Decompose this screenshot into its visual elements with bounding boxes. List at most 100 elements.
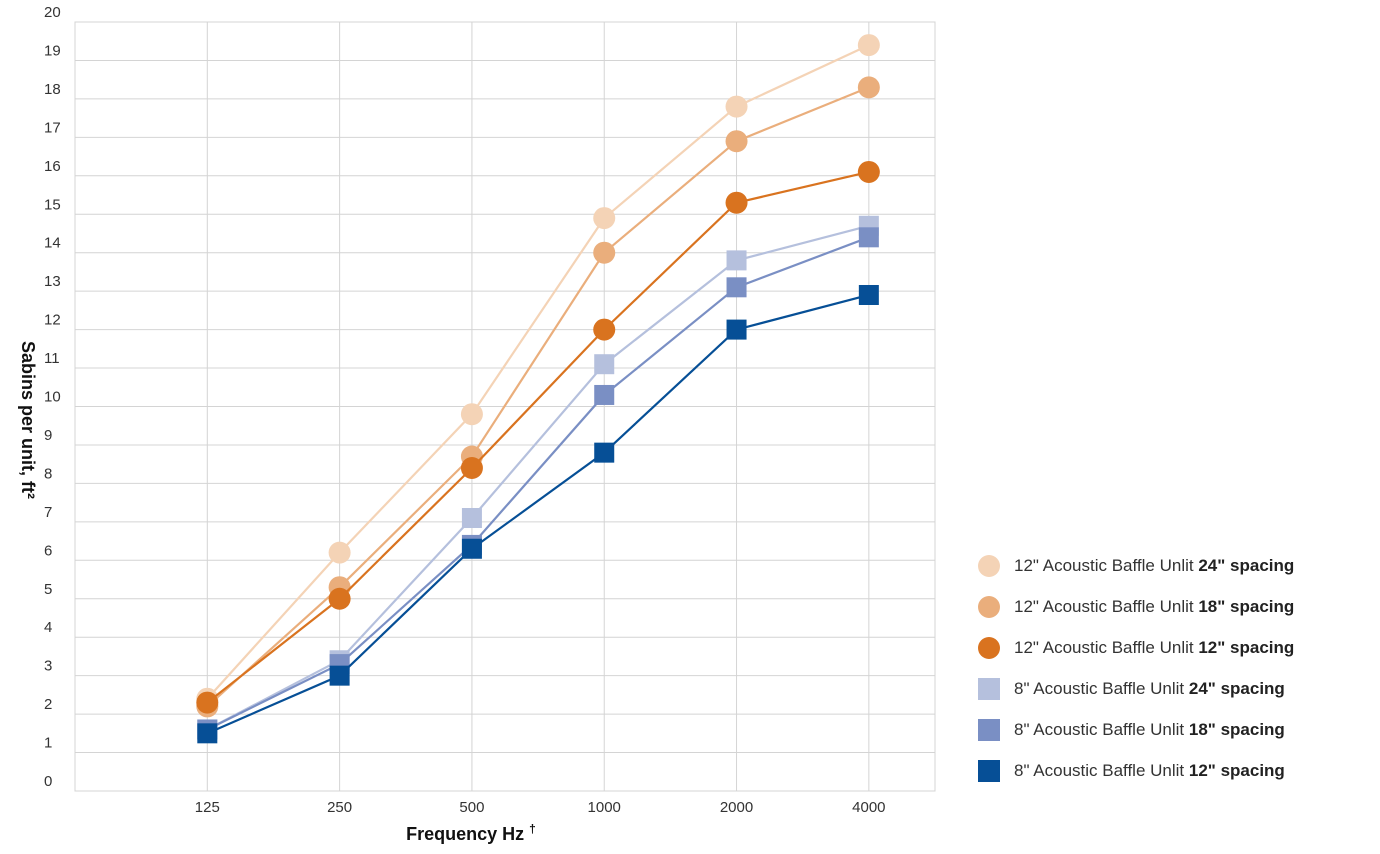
data-point	[197, 723, 218, 744]
legend-label: 8" Acoustic Baffle Unlit 12" spacing	[1014, 761, 1285, 781]
y-tick-label: 7	[44, 504, 52, 521]
legend-swatch	[978, 596, 1000, 618]
data-point	[593, 241, 616, 264]
legend-label-spacing: 12" spacing	[1198, 638, 1295, 657]
series-2	[196, 76, 880, 718]
y-tick-label: 8	[44, 465, 52, 482]
legend-swatch	[978, 719, 1000, 741]
y-tick-label: 10	[44, 389, 61, 406]
y-tick-label: 12	[44, 312, 61, 329]
x-axis-title: Frequency Hz †	[406, 822, 536, 844]
x-axis-title-text: Frequency Hz	[406, 824, 524, 844]
legend-label-spacing: 24" spacing	[1198, 556, 1295, 575]
data-point	[726, 277, 747, 298]
y-axis-title: Sabins per unit, ft²	[18, 341, 38, 499]
data-point	[329, 665, 350, 686]
data-point	[196, 691, 219, 714]
series-line	[206, 44, 870, 700]
x-tick-labels: 125 250 500 1000 2000 4000	[195, 799, 886, 816]
legend-swatch	[978, 555, 1000, 577]
legend-label: 12" Acoustic Baffle Unlit 24" spacing	[1014, 556, 1294, 576]
legend-label: 12" Acoustic Baffle Unlit 12" spacing	[1014, 638, 1294, 658]
legend-label-spacing: 12" spacing	[1188, 761, 1285, 780]
legend-swatch	[978, 678, 1000, 700]
y-tick-label: 11	[44, 350, 60, 367]
y-tick-label: 2	[44, 696, 52, 713]
legend-label-spacing: 18" spacing	[1188, 720, 1285, 739]
legend-item: 8" Acoustic Baffle Unlit 18" spacing	[978, 716, 1378, 744]
y-tick-label: 6	[44, 542, 52, 559]
legend-swatch	[978, 760, 1000, 782]
series-4	[197, 215, 879, 740]
data-point	[726, 319, 747, 340]
legend-label-prefix: 12" Acoustic Baffle Unlit	[1014, 638, 1199, 657]
data-point	[594, 442, 615, 463]
legend-item: 8" Acoustic Baffle Unlit 24" spacing	[978, 675, 1378, 703]
y-tick-label: 15	[44, 196, 61, 213]
legend-label-prefix: 8" Acoustic Baffle Unlit	[1014, 761, 1189, 780]
data-point	[725, 130, 748, 153]
series-line	[206, 224, 870, 731]
legend-label: 8" Acoustic Baffle Unlit 18" spacing	[1014, 720, 1285, 740]
series-3	[196, 160, 880, 714]
legend-item: 12" Acoustic Baffle Unlit 12" spacing	[978, 634, 1378, 662]
y-tick-label: 3	[44, 658, 52, 675]
series-line	[206, 86, 870, 708]
legend-label: 12" Acoustic Baffle Unlit 18" spacing	[1014, 597, 1294, 617]
y-tick-label: 9	[44, 427, 52, 444]
series-line	[206, 236, 870, 731]
series-line	[206, 170, 870, 704]
y-tick-label: 14	[44, 235, 61, 252]
x-axis-title-mark: †	[529, 822, 536, 836]
data-point	[328, 587, 351, 610]
data-point	[857, 34, 880, 57]
series-1	[196, 34, 880, 710]
data-point	[460, 403, 483, 426]
data-point	[593, 318, 616, 341]
legend-item: 12" Acoustic Baffle Unlit 18" spacing	[978, 593, 1378, 621]
y-tick-label: 18	[44, 81, 61, 98]
legend-item: 8" Acoustic Baffle Unlit 12" spacing	[978, 757, 1378, 785]
data-point	[594, 354, 615, 375]
series	[196, 34, 880, 744]
x-tick-label: 125	[195, 799, 220, 816]
legend-label-spacing: 18" spacing	[1198, 597, 1295, 616]
legend: 12" Acoustic Baffle Unlit 24" spacing 12"…	[978, 552, 1378, 798]
data-point	[725, 191, 748, 214]
legend-label-spacing: 24" spacing	[1188, 679, 1285, 698]
y-tick-label: 17	[44, 119, 61, 136]
x-tick-label: 4000	[852, 799, 885, 816]
y-tick-label: 0	[44, 773, 52, 790]
y-tick-label: 5	[44, 581, 52, 598]
y-tick-label: 19	[44, 42, 61, 59]
x-tick-label: 250	[327, 799, 352, 816]
legend-label-prefix: 8" Acoustic Baffle Unlit	[1014, 679, 1189, 698]
data-point	[725, 95, 748, 118]
x-tick-label: 500	[459, 799, 484, 816]
series-line	[206, 293, 870, 735]
plot-frame	[74, 21, 936, 792]
data-point	[594, 384, 615, 405]
y-tick-label: 4	[44, 619, 52, 636]
x-tick-label: 2000	[720, 799, 753, 816]
y-tick-label: 20	[44, 4, 61, 21]
data-point	[857, 76, 880, 99]
data-point	[858, 284, 879, 305]
legend-label: 8" Acoustic Baffle Unlit 24" spacing	[1014, 679, 1285, 699]
data-point	[858, 227, 879, 248]
x-tick-label: 1000	[588, 799, 621, 816]
legend-label-prefix: 12" Acoustic Baffle Unlit	[1014, 597, 1199, 616]
data-point	[461, 508, 482, 529]
data-point	[857, 160, 880, 183]
legend-label-prefix: 8" Acoustic Baffle Unlit	[1014, 720, 1189, 739]
y-tick-label: 13	[44, 273, 61, 290]
legend-item: 12" Acoustic Baffle Unlit 24" spacing	[978, 552, 1378, 580]
series-6	[197, 284, 879, 744]
y-tick-label: 1	[44, 735, 52, 752]
data-point	[593, 207, 616, 230]
data-point	[461, 538, 482, 559]
y-tick-label: 16	[44, 158, 61, 175]
legend-label-prefix: 12" Acoustic Baffle Unlit	[1014, 556, 1199, 575]
